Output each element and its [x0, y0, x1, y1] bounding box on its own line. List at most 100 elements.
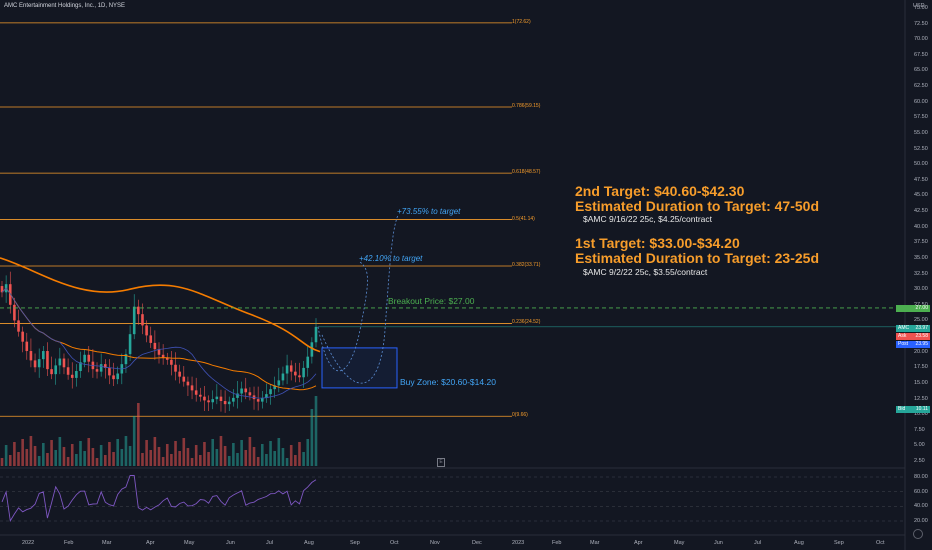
volume-bar	[236, 453, 239, 466]
volume-bar	[194, 445, 198, 466]
price-tick: 75.00	[914, 5, 928, 11]
volume-bar	[244, 450, 248, 466]
candle	[310, 342, 314, 357]
candle	[141, 314, 144, 326]
price-tick: 55.00	[914, 129, 928, 136]
price-tag: AMC 23.97	[896, 325, 930, 332]
volume-bar	[215, 449, 219, 466]
price-tick: 40.00	[914, 223, 928, 230]
volume-bar	[190, 458, 194, 466]
price-tick: 42.50	[914, 208, 928, 215]
candle	[190, 385, 194, 391]
fibonacci-levels	[0, 22, 512, 417]
chart-title: AMC Entertainment Holdings, Inc., 1D, NY…	[4, 3, 126, 9]
target2-option: $AMC 9/16/22 25c, $4.25/contract	[583, 214, 712, 224]
fib-label: 0.618(48.57)	[512, 169, 541, 176]
time-tick: Apr	[634, 540, 643, 546]
price-tag-label: Post	[898, 341, 909, 347]
ma-long	[0, 257, 321, 353]
rsi-line	[1, 475, 317, 523]
volume-bar	[252, 447, 256, 466]
candle	[223, 401, 227, 405]
time-tick: Feb	[64, 540, 74, 546]
volume-bar	[83, 451, 86, 466]
candle	[232, 397, 235, 402]
candle	[165, 357, 169, 360]
volume-bar	[174, 441, 177, 466]
volume-bar	[256, 457, 260, 466]
time-tick: Jun	[714, 540, 723, 546]
fib-label: 0.786(59.15)	[512, 103, 541, 110]
volume-bar	[29, 436, 33, 466]
time-tick: Mar	[590, 540, 600, 546]
rsi-pane	[0, 467, 905, 523]
volume-bar	[70, 444, 74, 466]
candle	[108, 367, 111, 376]
candle	[58, 358, 62, 366]
candle	[170, 359, 173, 365]
target1-title: 1st Target: $33.00-$34.20	[575, 235, 740, 251]
volume-bar	[227, 456, 231, 466]
osc-tick: 60.00	[914, 488, 928, 495]
volume-bar	[277, 438, 281, 466]
volume-bar	[0, 458, 4, 466]
candle	[42, 351, 45, 360]
volume-bar	[8, 455, 12, 466]
price-tick: 7.50	[914, 426, 925, 433]
time-tick: Jun	[226, 540, 235, 546]
volume-bar	[314, 396, 318, 466]
price-tick: 60.00	[914, 98, 928, 105]
currency-label: USD	[913, 3, 925, 9]
volume-bar	[289, 445, 293, 466]
volume-bar	[116, 439, 119, 466]
time-tick: May	[674, 540, 685, 546]
volume-bar	[124, 436, 128, 466]
candle	[203, 396, 206, 401]
price-tick: 17.50	[914, 364, 928, 371]
volume-bar	[199, 455, 202, 466]
candle	[145, 325, 148, 336]
price-tag: Ask 23.58	[896, 333, 930, 340]
candle	[174, 364, 177, 372]
volume-bar	[79, 441, 82, 466]
time-tick: May	[184, 540, 195, 546]
time-tick: Jul	[754, 540, 762, 546]
candle	[124, 354, 128, 365]
volume-bar	[223, 446, 227, 466]
volume-bar	[13, 442, 16, 466]
price-tick: 25.00	[914, 317, 928, 324]
candle	[281, 373, 285, 381]
candle	[29, 351, 33, 361]
volume-bar	[25, 449, 29, 466]
volume-bar	[112, 452, 115, 466]
projection-path-1	[317, 261, 368, 372]
candle	[215, 396, 219, 400]
volume-bar	[95, 458, 99, 466]
volume-bar	[91, 448, 95, 466]
price-tick: 32.50	[914, 270, 928, 277]
price-tick: 52.50	[914, 145, 928, 152]
price-tag-value: 27.00	[915, 305, 928, 311]
volume-bar	[66, 457, 70, 466]
pct-target2: +73.55% to target	[397, 207, 461, 216]
candle	[289, 365, 293, 372]
volume-bar	[149, 450, 153, 466]
time-tick: Aug	[304, 540, 314, 546]
price-tick: 65.00	[914, 67, 928, 74]
candle	[178, 371, 181, 377]
volume-bar	[203, 442, 206, 466]
volume-bar	[165, 444, 169, 466]
price-tick: 20.00	[914, 348, 928, 355]
event-flag-icon[interactable]: E	[437, 458, 445, 467]
time-tick: Feb	[552, 540, 562, 546]
candle	[132, 306, 136, 335]
ma-short	[1, 287, 317, 399]
volume-bar	[58, 437, 62, 466]
candle	[248, 392, 252, 396]
price-tag: Post 23.95	[896, 341, 930, 348]
candle	[54, 365, 58, 375]
candle	[116, 373, 119, 380]
candle	[75, 371, 78, 378]
settings-icon[interactable]	[913, 529, 923, 539]
